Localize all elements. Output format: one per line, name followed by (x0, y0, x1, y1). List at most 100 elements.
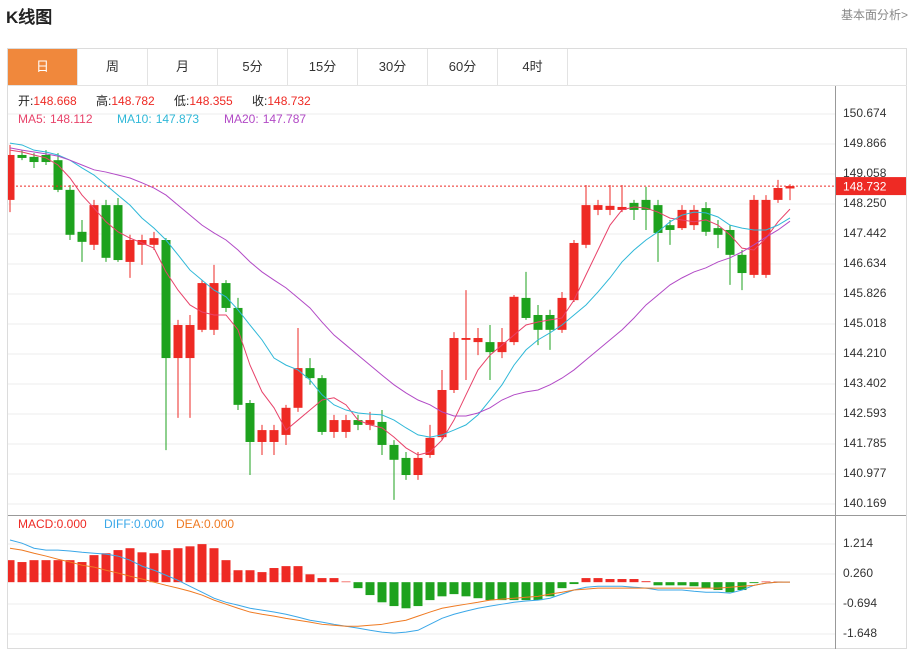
macd-bar (701, 582, 711, 589)
macd-bar (521, 582, 531, 601)
candle-body (197, 283, 207, 330)
candle-body (545, 314, 555, 330)
macd-bar (485, 582, 495, 601)
macd-bar (161, 550, 171, 583)
line (9, 539, 790, 634)
candle-body (413, 457, 423, 476)
legend-name: MA5: (18, 112, 46, 126)
candle-body (677, 209, 687, 229)
macd-bar (173, 548, 183, 583)
y-tick-label: 142.593 (843, 406, 887, 420)
legend-name: MACD: (18, 517, 57, 531)
macd-bar (209, 548, 219, 583)
info-item: 开:148.668 (18, 94, 77, 108)
legend-name: DIFF: (104, 517, 134, 531)
info-value: 148.668 (33, 94, 77, 108)
candle-body (365, 420, 375, 425)
candle-body (353, 420, 363, 425)
macd-bar (473, 582, 483, 599)
macd-bar (569, 582, 579, 585)
analysis-link[interactable]: 基本面分析> (840, 8, 908, 22)
candle-body (329, 420, 339, 432)
macd-bar (377, 582, 387, 603)
info-value: 148.355 (189, 94, 233, 108)
tab-bar: 日周月 5分 15分 30分 60分 4时 (8, 49, 907, 86)
tab[interactable]: 60分 (428, 49, 498, 85)
candle-body (281, 407, 291, 435)
info-item: 收:148.732 (252, 94, 311, 108)
price-tag (836, 177, 906, 196)
candle-body (713, 228, 723, 235)
tab[interactable]: 月 (148, 49, 218, 85)
candle-body (605, 205, 615, 210)
macd-bar (689, 582, 699, 587)
macd-bar (437, 582, 447, 597)
tab[interactable]: 周 (78, 49, 148, 85)
candle-body (617, 206, 627, 210)
candle-body (665, 225, 675, 230)
candle-body (53, 160, 63, 190)
candle-body (269, 430, 279, 442)
candle-body (29, 156, 39, 163)
macd-bar (305, 574, 315, 583)
candle-body (581, 205, 591, 245)
macd-bar (233, 570, 243, 583)
tab[interactable]: 4时 (498, 49, 568, 85)
info-label: 收: (252, 94, 267, 108)
candle-body (725, 229, 735, 255)
legend-item: MA10: 147.873 (117, 112, 199, 126)
macd-bar (185, 546, 195, 583)
macd-bar (713, 582, 723, 591)
macd-bar (17, 562, 27, 583)
legend-value: 147.787 (263, 112, 307, 126)
macd-bar (413, 582, 423, 607)
candle-body (293, 368, 303, 408)
candle-body (737, 254, 747, 274)
line (9, 147, 791, 417)
tab[interactable]: 15分 (288, 49, 358, 85)
candle-body (89, 205, 99, 245)
macd-bar (77, 562, 87, 583)
candle-body (101, 205, 111, 258)
candle-body (653, 205, 663, 233)
macd-bar (101, 553, 111, 583)
legend-name: MA10: (117, 112, 152, 126)
macd-bar (389, 582, 399, 607)
candle-body (149, 238, 159, 245)
macd-bar (761, 581, 771, 583)
macd-bar (317, 578, 327, 583)
candle-body (461, 338, 471, 340)
macd-bar (509, 582, 519, 601)
macd-bar (341, 581, 351, 583)
macd-bar (461, 582, 471, 597)
candle-body (209, 283, 219, 330)
legend-item: DEA:0.000 (176, 517, 234, 531)
y-tick-label: 148.250 (843, 196, 887, 210)
macd-bar (293, 566, 303, 583)
candle-body (173, 325, 183, 359)
tab[interactable]: 30分 (358, 49, 428, 85)
candle-body (245, 402, 255, 442)
macd-bar (401, 582, 411, 609)
candle-body (593, 205, 603, 210)
candle-body (473, 338, 483, 343)
legend-name: DEA: (176, 517, 204, 531)
tab[interactable]: 日 (8, 49, 78, 85)
legend-value: 148.112 (50, 112, 93, 126)
candle-body (221, 283, 231, 308)
candle-body (233, 307, 243, 405)
line (9, 547, 790, 627)
candle-body (449, 338, 459, 390)
macd-bar (641, 581, 651, 583)
macd-bar (617, 579, 627, 583)
candle-body (257, 430, 267, 442)
candle-body (749, 199, 759, 275)
y-tick-label: 140.169 (843, 496, 887, 510)
candle-body (341, 420, 351, 432)
candle-body (389, 444, 399, 460)
tab[interactable]: 5分 (218, 49, 288, 85)
info-value: 148.782 (111, 94, 155, 108)
macd-bar (113, 550, 123, 583)
macd-bar (41, 560, 51, 583)
